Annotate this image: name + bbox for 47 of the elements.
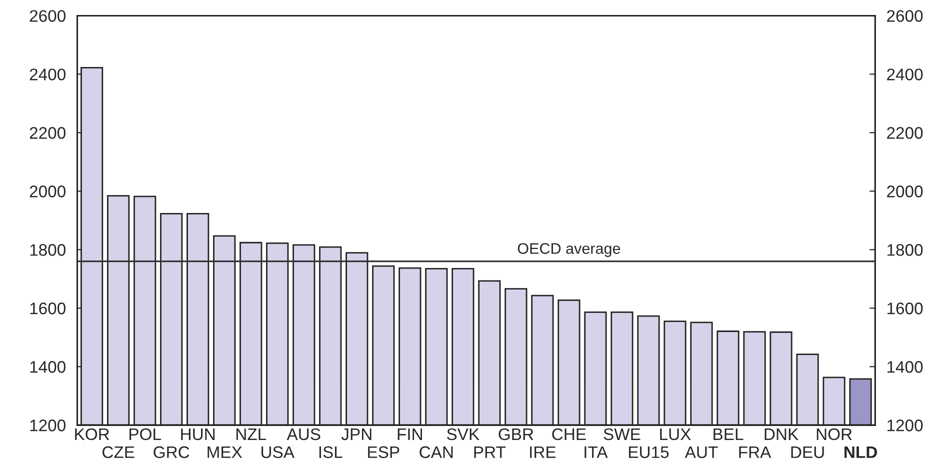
- x-tick-label: GRC: [154, 446, 190, 458]
- x-tick-label: NLD: [844, 446, 877, 458]
- x-tick-label: DEU: [791, 446, 824, 458]
- y2-tick-label: 2600: [887, 10, 923, 22]
- x-tick-label: ISL: [319, 446, 342, 458]
- y-tick-label: 1200: [30, 420, 66, 432]
- y2-tick-label: 2000: [887, 186, 923, 198]
- y2-tick-label: 1800: [888, 244, 923, 256]
- y-tick-label: 2000: [30, 186, 66, 198]
- x-tick-label: ITA: [584, 446, 608, 458]
- y-tick-label: 2600: [30, 10, 66, 22]
- x-tick-label: JPN: [341, 428, 372, 440]
- x-tick-label: EU15: [629, 446, 669, 458]
- x-tick-label: DNK: [764, 428, 798, 440]
- x-tick-label: GBR: [498, 428, 534, 440]
- x-tick-label: ESP: [368, 446, 400, 458]
- x-tick-label: FIN: [398, 428, 422, 440]
- y-tick-label: 1600: [30, 302, 66, 314]
- x-tick-label: AUT: [684, 446, 718, 458]
- x-tick-label: SVK: [447, 428, 480, 440]
- x-tick-label: IRE: [530, 446, 556, 458]
- ref-line-label: OECD average: [518, 243, 620, 257]
- y-tick-label: 1800: [30, 244, 66, 256]
- y2-tick-label: 2200: [887, 127, 923, 139]
- x-tick-label: NOR: [816, 428, 852, 440]
- y-tick-label: 2200: [30, 127, 66, 139]
- x-tick-label: BEL: [714, 428, 744, 440]
- x-tick-label: SWE: [604, 428, 640, 440]
- x-tick-label: HUN: [181, 428, 215, 440]
- x-tick-label: PRT: [474, 446, 506, 458]
- x-tick-label: POL: [130, 428, 161, 440]
- x-tick-label: AUS: [286, 428, 320, 440]
- y2-tick-label: 2400: [887, 68, 923, 80]
- x-tick-label: MEX: [208, 446, 242, 458]
- x-tick-label: NZL: [236, 428, 266, 440]
- x-tick-label: USA: [262, 446, 294, 458]
- x-tick-label: CHE: [552, 428, 586, 440]
- y2-tick-label: 1400: [888, 361, 923, 373]
- x-tick-label: CZE: [102, 446, 134, 458]
- y-tick-label: 2400: [30, 68, 66, 80]
- x-tick-label: CAN: [420, 446, 453, 458]
- y2-tick-label: 1600: [888, 302, 923, 314]
- x-tick-label: FRA: [739, 446, 772, 458]
- x-tick-label: KOR: [75, 428, 110, 440]
- y2-tick-label: 1200: [888, 420, 923, 432]
- x-tick-label: LUX: [660, 428, 691, 440]
- y-tick-label: 1400: [30, 361, 66, 373]
